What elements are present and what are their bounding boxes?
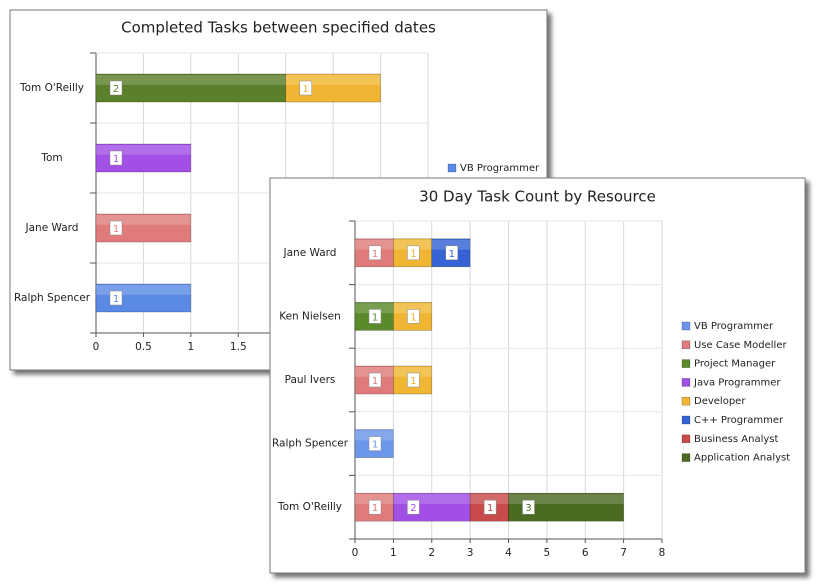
value-label-box — [483, 499, 497, 515]
value-label: 1 — [113, 154, 119, 165]
bar-shine — [355, 239, 394, 250]
bar-shine — [355, 367, 394, 377]
x-tick-label: 0 — [93, 341, 100, 353]
value-label-box — [368, 372, 382, 388]
legend-label: C++ Programmer — [694, 415, 784, 426]
x-tick-label: 0 — [352, 547, 359, 559]
x-tick-label: 6 — [582, 547, 589, 559]
x-tick-label: 1.5 — [230, 341, 247, 353]
x-tick-label: 4 — [505, 547, 512, 559]
x-tick-label: 1 — [390, 547, 397, 559]
value-label-box — [109, 80, 123, 96]
y-tick-label: Tom — [40, 152, 62, 164]
legend-swatch — [681, 378, 691, 387]
y-tick-label: Paul Ivers — [285, 374, 336, 386]
bar-shine — [96, 285, 191, 295]
value-label-box — [445, 245, 458, 261]
chart-panel: 30 Day Task Count by Resource 0 1 2 3 4 5 6 7 8 Ja… — [269, 177, 806, 574]
value-label: 1 — [113, 294, 119, 305]
bar-shine — [355, 494, 394, 504]
bar-shine — [355, 303, 394, 314]
x-tick-label: 5 — [544, 547, 551, 559]
y-tick-label: Jane Ward — [25, 222, 79, 234]
value-label-box — [299, 80, 312, 96]
legend-label: Java Programmer — [693, 377, 781, 388]
value-label-box — [109, 220, 123, 236]
bar-shine — [285, 75, 381, 85]
value-label: 1 — [410, 376, 416, 387]
legend-label: Project Manager — [694, 359, 776, 370]
value-label-box — [407, 372, 420, 388]
x-tick-label: 3 — [467, 547, 474, 559]
y-tick-label: Tom O'Reilly — [19, 82, 84, 94]
value-label-box — [368, 245, 382, 261]
legend-swatch — [681, 415, 691, 425]
value-label: 1 — [113, 224, 119, 235]
x-tick-label: 2 — [428, 547, 435, 559]
x-tick-label: 0.5 — [135, 341, 152, 353]
value-label: 1 — [410, 249, 416, 260]
chart-title: 30 Day Task Count by Resource — [419, 188, 656, 206]
value-label: 1 — [410, 312, 416, 323]
bar-shine — [96, 75, 286, 85]
value-label-box — [109, 150, 123, 166]
legend-label: VB Programmer — [460, 163, 540, 174]
bar-shine — [470, 494, 509, 504]
legend-swatch — [681, 396, 691, 406]
bar-segment — [508, 492, 624, 522]
y-tick-label: Ralph Spencer — [272, 438, 349, 450]
legend-label: Developer — [694, 396, 746, 407]
value-label: 3 — [525, 503, 531, 514]
y-tick-label: Jane Ward — [283, 247, 337, 259]
value-label: 1 — [372, 312, 378, 323]
value-label-box — [407, 245, 420, 261]
value-label-box — [368, 499, 382, 515]
legend-label: Business Analyst — [694, 434, 778, 445]
y-tick-label: Ken Nielsen — [279, 310, 341, 322]
bar-shine — [508, 494, 624, 504]
legend-swatch — [681, 359, 691, 368]
value-label: 1 — [372, 249, 378, 260]
bar-shine — [393, 303, 432, 314]
value-label: 1 — [372, 440, 378, 451]
value-label: 1 — [303, 84, 309, 95]
value-label: 1 — [487, 503, 493, 514]
bar-shine — [96, 145, 191, 155]
legend-label: VB Programmer — [694, 321, 774, 332]
value-label-box — [109, 290, 123, 306]
value-label: 1 — [372, 376, 378, 387]
x-tick-label: 8 — [659, 547, 666, 559]
legend-swatch — [681, 434, 691, 444]
value-label-box — [407, 499, 420, 515]
bar-shine — [393, 367, 432, 377]
value-label: 2 — [113, 84, 119, 95]
bar-segment — [95, 73, 287, 103]
bar-shine — [393, 239, 432, 250]
legend-swatch — [447, 163, 457, 173]
bar-shine — [355, 430, 394, 441]
legend-swatch — [681, 453, 691, 462]
y-tick-label: Tom O'Reilly — [277, 501, 342, 513]
bar-shine — [431, 239, 471, 250]
chart-title: Completed Tasks between specified dates — [121, 19, 436, 37]
value-label: 1 — [449, 249, 455, 260]
y-tick-label: Ralph Spencer — [14, 292, 91, 304]
legend-swatch — [681, 321, 691, 331]
value-label: 1 — [372, 503, 378, 514]
legend-label: Application Analyst — [694, 453, 790, 464]
legend-label: Use Case Modeller — [694, 340, 787, 351]
value-label-box — [368, 309, 382, 324]
bar-shine — [96, 215, 191, 225]
value-label: 2 — [410, 503, 416, 514]
value-label-box — [407, 309, 420, 324]
x-tick-label: 7 — [620, 547, 627, 559]
bar-shine — [393, 494, 471, 504]
value-label-box — [522, 499, 535, 515]
x-tick-label: 1 — [188, 341, 195, 353]
value-label-box — [368, 436, 382, 451]
legend-swatch — [681, 340, 691, 350]
